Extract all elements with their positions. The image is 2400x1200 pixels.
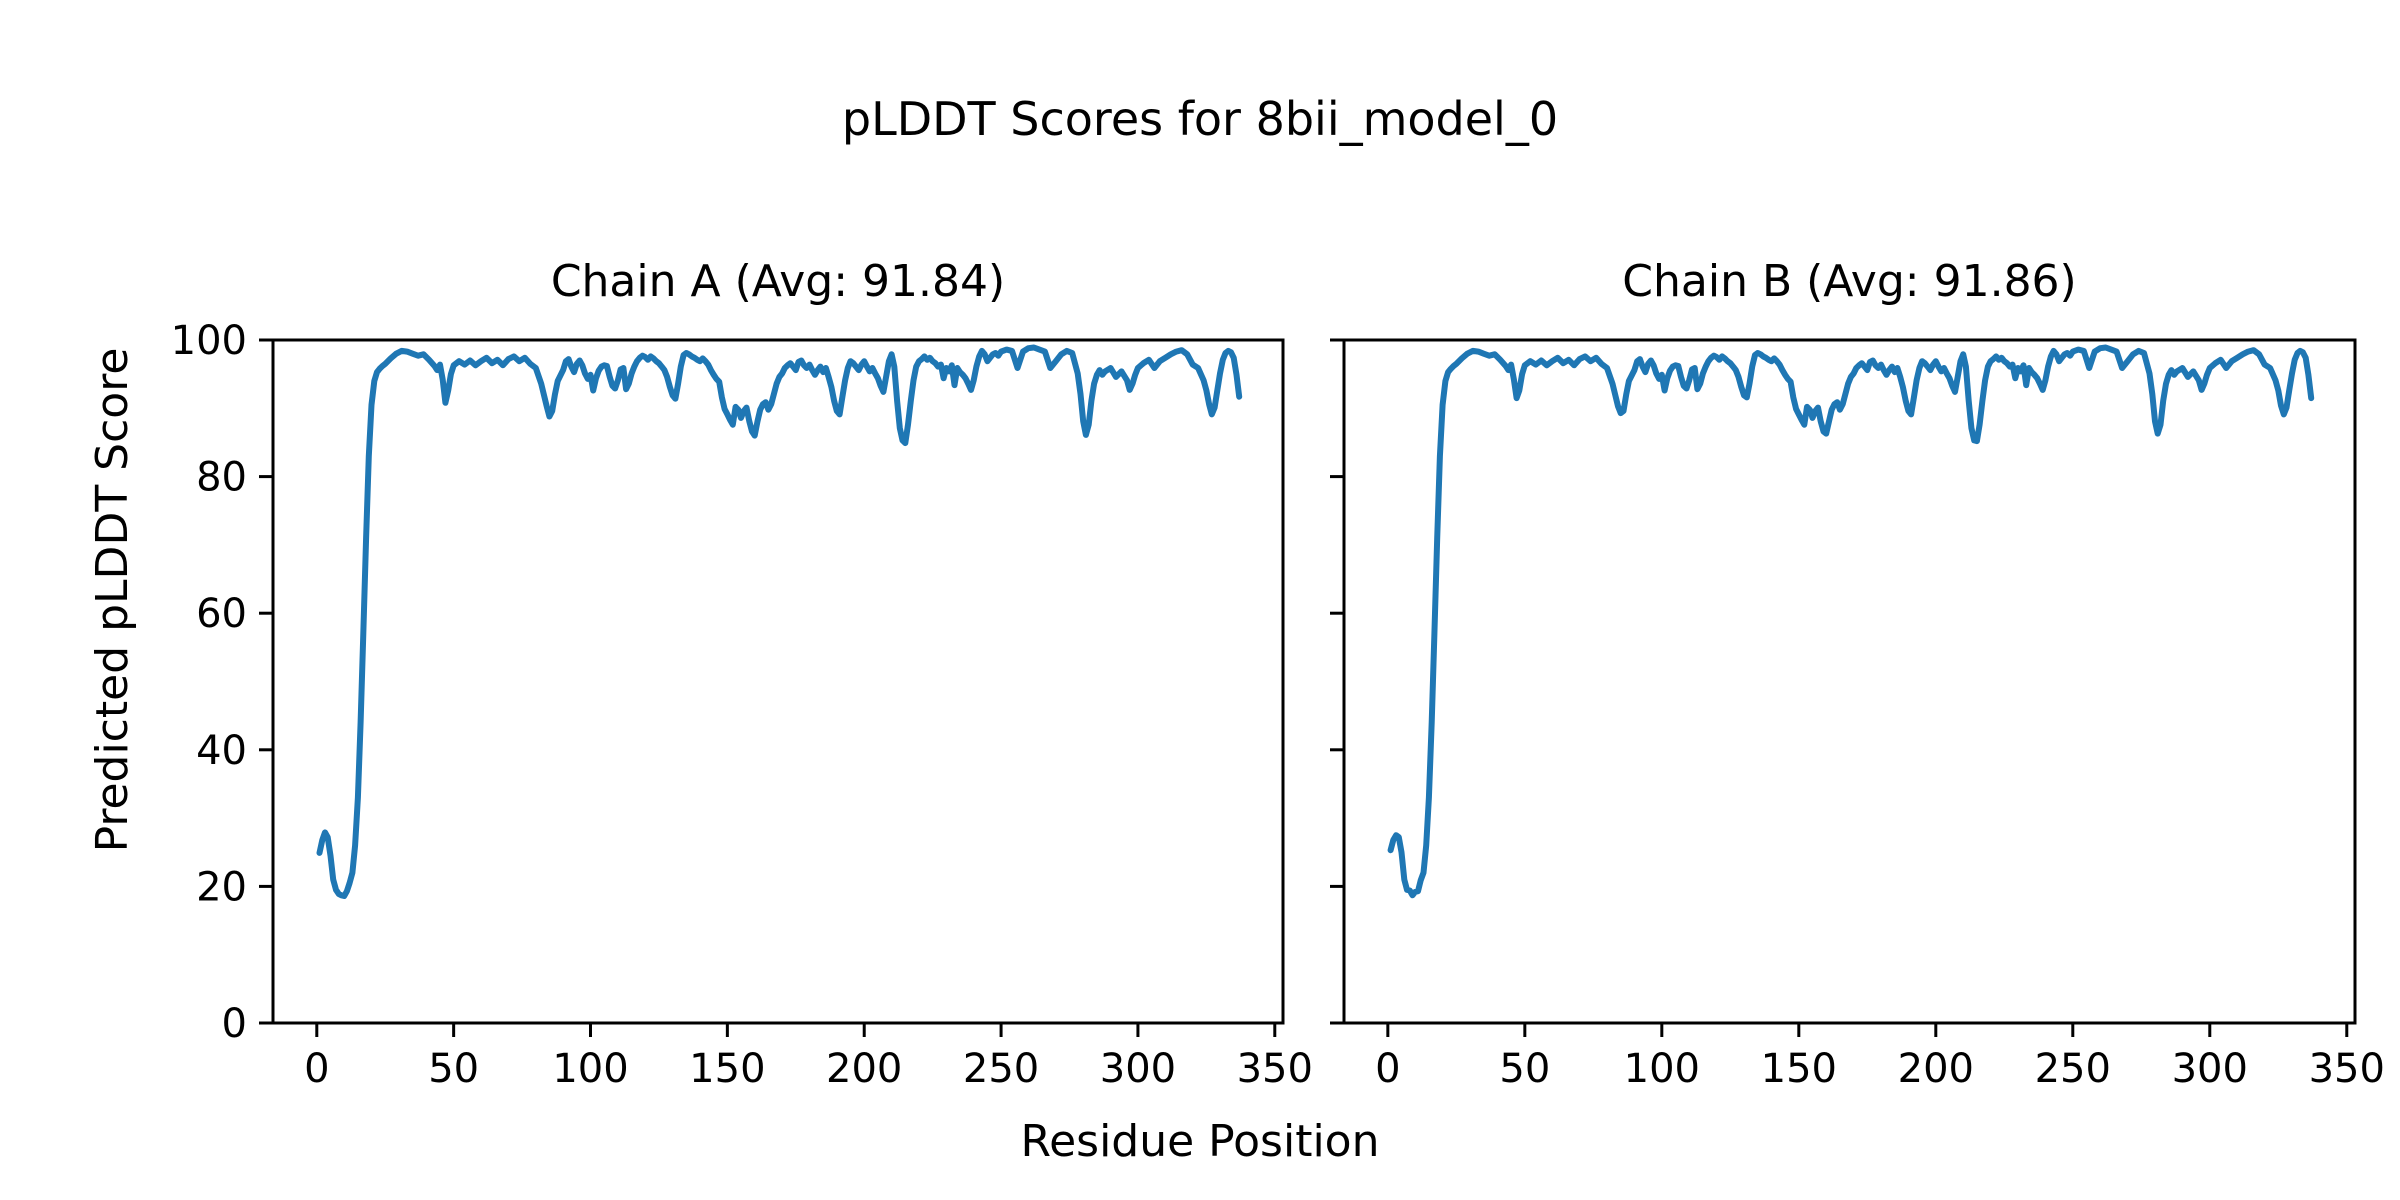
chain-b-xtick-label: 150 bbox=[1761, 1046, 1837, 1092]
chain-a-xtick-label: 150 bbox=[689, 1046, 765, 1092]
chain-b-xtick-label: 350 bbox=[2309, 1046, 2385, 1092]
chain-a-ytick-label: 20 bbox=[196, 864, 247, 910]
chain-b-xtick-label: 50 bbox=[1499, 1046, 1550, 1092]
chain-a-ytick-label: 80 bbox=[196, 455, 247, 501]
chain-a-ytick-label: 60 bbox=[196, 591, 247, 637]
chain-b-xtick-label: 250 bbox=[2035, 1046, 2111, 1092]
chain-a-xtick-label: 50 bbox=[428, 1046, 479, 1092]
chain-a-xtick-label: 0 bbox=[304, 1046, 329, 1092]
chain-a-ytick-label: 0 bbox=[222, 1001, 247, 1047]
chain-a-xtick-label: 300 bbox=[1100, 1046, 1176, 1092]
chain-b-xtick-label: 0 bbox=[1375, 1046, 1400, 1092]
chain-a-xtick-label: 350 bbox=[1237, 1046, 1313, 1092]
chain-a-xtick-label: 200 bbox=[826, 1046, 902, 1092]
chain-b-xtick-label: 200 bbox=[1898, 1046, 1974, 1092]
chain-b-plddt-line bbox=[1387, 344, 2315, 899]
chain-a-xtick-label: 100 bbox=[552, 1046, 628, 1092]
figure-title: pLDDT Scores for 8bii_model_0 bbox=[841, 92, 1559, 146]
chain-a-ytick-label: 100 bbox=[171, 318, 247, 364]
chain-a-ytick-label: 40 bbox=[196, 728, 247, 774]
chain-a-xtick-label: 250 bbox=[963, 1046, 1039, 1092]
chain-b-axes-box bbox=[1342, 338, 2357, 1025]
chain-b-subplot-title: Chain B (Avg: 91.86) bbox=[1622, 256, 2077, 307]
chain-a-subplot-title: Chain A (Avg: 91.84) bbox=[550, 256, 1006, 307]
y-axis-label: Predicted pLDDT Score bbox=[87, 347, 138, 853]
x-axis-label: Residue Position bbox=[1020, 1116, 1380, 1167]
chain-a-plddt-line bbox=[316, 344, 1243, 899]
chain-b-xtick-label: 100 bbox=[1624, 1046, 1700, 1092]
chain-a-axes-box bbox=[271, 338, 1285, 1025]
chain-b-xtick-label: 300 bbox=[2172, 1046, 2248, 1092]
